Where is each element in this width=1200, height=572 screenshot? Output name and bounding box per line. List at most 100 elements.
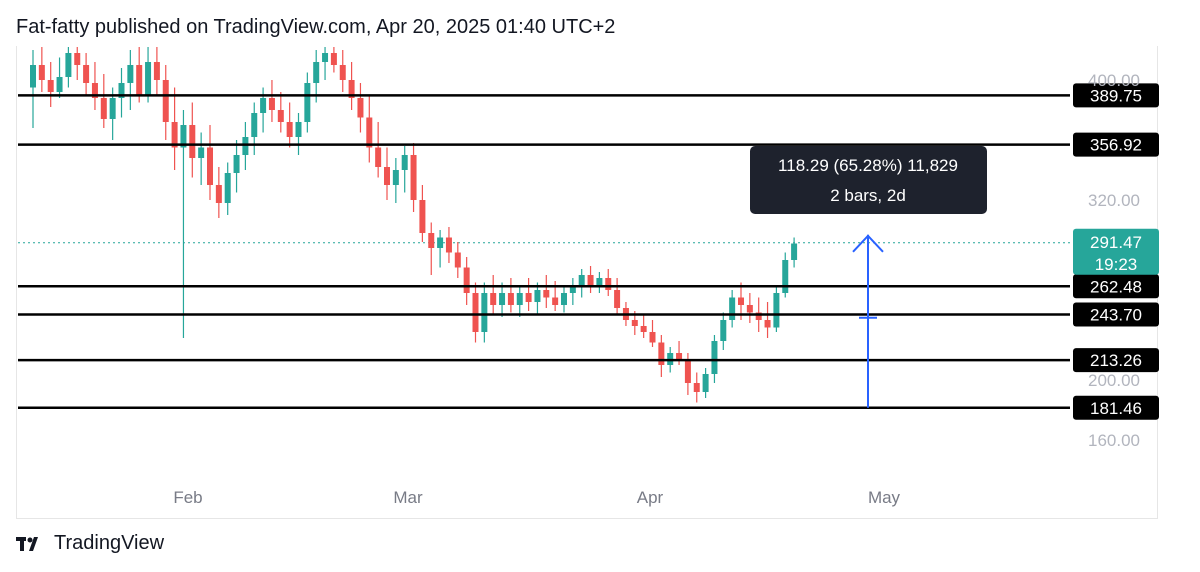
price-level-label: 181.46 [1090, 399, 1142, 418]
candle-body [304, 83, 311, 122]
candle-body [569, 287, 576, 293]
candle-body [791, 243, 798, 260]
levels-layer: 389.75 356.92 262.48 243.70 213.26 181.46 291.… [18, 83, 1159, 420]
candle-body [499, 293, 506, 305]
candle-body [401, 155, 408, 170]
candles-layer [18, 47, 1072, 403]
candle-body [463, 267, 470, 293]
axis-layer: 400.00 320.00 200.00 160.00 Feb Mar Apr May [173, 71, 1140, 507]
candle-body [295, 122, 302, 137]
candle [127, 50, 134, 110]
candle [56, 57, 63, 98]
candle-body [738, 297, 744, 305]
candle-body [313, 62, 320, 83]
candle-body [224, 173, 231, 203]
price-level-tag [1073, 395, 1159, 420]
candle-body [534, 290, 541, 302]
candle-body [702, 374, 709, 392]
candle-body [481, 293, 488, 332]
candle [791, 237, 798, 268]
candle [242, 122, 249, 170]
tradingview-logo-icon [16, 536, 38, 551]
candle [587, 266, 594, 293]
candle-body [330, 53, 337, 65]
candle-body [516, 293, 523, 305]
candle [118, 68, 125, 118]
candle-body [242, 137, 249, 155]
candle [65, 47, 72, 88]
x-tick-label: Mar [393, 488, 423, 507]
candle-body [543, 290, 550, 298]
candle [30, 50, 36, 128]
candle-body [189, 125, 196, 158]
y-tick-label: 320.00 [1088, 191, 1140, 210]
candle-body [83, 65, 90, 83]
candle [100, 74, 107, 128]
candle [91, 62, 98, 110]
candle [38, 47, 45, 92]
candle-body [782, 260, 789, 293]
candle [366, 95, 373, 163]
candle [658, 335, 665, 377]
candle [578, 269, 585, 298]
candle [419, 185, 426, 242]
candle [357, 83, 364, 133]
candle [428, 222, 435, 275]
candle-body [348, 80, 355, 98]
candle [330, 47, 337, 73]
candle-body [596, 278, 603, 287]
candle-body [153, 62, 160, 80]
candle-body [490, 293, 497, 305]
measure-tooltip [750, 146, 987, 214]
candle [162, 65, 169, 140]
candle-body [764, 320, 771, 328]
candle [392, 158, 399, 203]
candle-body [384, 167, 390, 185]
candle-body [277, 110, 284, 122]
candle-body [65, 53, 72, 77]
candle-body [578, 275, 585, 287]
candle [746, 293, 753, 323]
candle [136, 47, 143, 103]
price-level-label: 389.75 [1090, 86, 1142, 105]
candle [702, 368, 709, 398]
candle [507, 278, 514, 313]
candle-body [419, 200, 426, 233]
candle [569, 278, 576, 305]
candle-body [47, 80, 54, 92]
candle [720, 312, 727, 350]
candle-body [286, 122, 293, 137]
candle-body [171, 122, 178, 148]
candle-body [198, 147, 205, 158]
candle-body [260, 98, 267, 113]
candle-body [339, 65, 346, 80]
candle [189, 102, 196, 178]
price-level-tag [1073, 83, 1159, 108]
candle-body [357, 98, 364, 118]
candle [304, 72, 311, 133]
candle [693, 372, 700, 403]
measure-tooltip-line2: 2 bars, 2d [830, 186, 906, 205]
candle [614, 278, 621, 314]
candle [437, 230, 444, 268]
candle-body [91, 83, 98, 98]
candle-body [437, 237, 444, 248]
published-header: Fat-fatty published on TradingView.com, … [16, 16, 616, 38]
candle [472, 282, 479, 343]
price-level-label: 262.48 [1090, 277, 1142, 296]
candle-body [729, 297, 736, 320]
candle-body [127, 65, 134, 83]
candle-body [720, 320, 727, 341]
price-level-tag [1073, 274, 1159, 299]
candle [481, 282, 488, 343]
candle-body [631, 320, 638, 326]
y-tick-label: 160.00 [1088, 431, 1140, 450]
candle [268, 80, 275, 122]
price-level-label: 213.26 [1090, 351, 1142, 370]
candle-body [145, 62, 152, 95]
candle [676, 341, 683, 365]
candle [83, 53, 90, 95]
candle [490, 275, 497, 314]
candle [773, 287, 780, 332]
